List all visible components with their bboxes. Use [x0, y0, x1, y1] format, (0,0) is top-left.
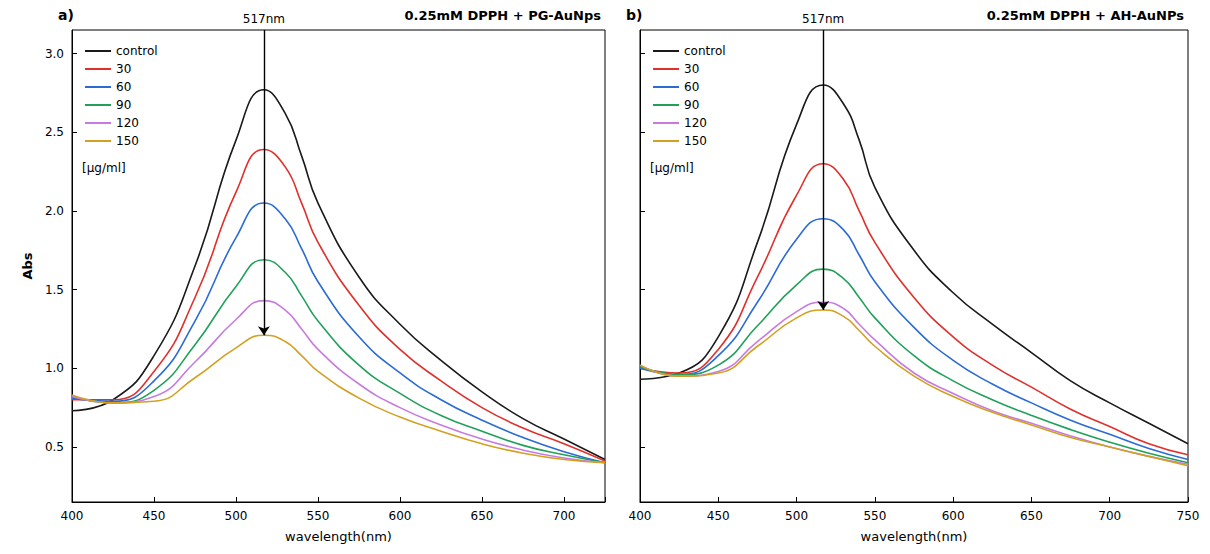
- svg-text:450: 450: [707, 509, 730, 523]
- svg-text:400: 400: [61, 509, 84, 523]
- svg-text:0.25mM DPPH + AH-AuNPs: 0.25mM DPPH + AH-AuNPs: [987, 8, 1185, 23]
- svg-text:650: 650: [471, 509, 494, 523]
- svg-text:2.0: 2.0: [45, 204, 64, 218]
- svg-text:b): b): [626, 7, 642, 23]
- svg-text:550: 550: [863, 509, 886, 523]
- svg-text:120: 120: [116, 116, 139, 130]
- svg-text:90: 90: [116, 98, 131, 112]
- svg-text:550: 550: [307, 509, 330, 523]
- svg-text:517nm: 517nm: [802, 12, 844, 26]
- svg-text:wavelength(nm): wavelength(nm): [285, 529, 392, 544]
- svg-text:700: 700: [1098, 509, 1121, 523]
- svg-text:450: 450: [143, 509, 166, 523]
- svg-text:1.0: 1.0: [45, 361, 64, 375]
- svg-text:60: 60: [684, 80, 699, 94]
- svg-text:650: 650: [1020, 509, 1043, 523]
- svg-text:wavelength(nm): wavelength(nm): [861, 529, 968, 544]
- svg-text:600: 600: [942, 509, 965, 523]
- svg-text:60: 60: [116, 80, 131, 94]
- svg-text:2.5: 2.5: [45, 125, 64, 139]
- svg-text:400: 400: [629, 509, 652, 523]
- svg-text:Abs: Abs: [20, 252, 35, 279]
- svg-text:control: control: [684, 44, 726, 58]
- svg-text:1.5: 1.5: [45, 283, 64, 297]
- svg-text:a): a): [58, 7, 74, 23]
- svg-text:30: 30: [684, 62, 699, 76]
- svg-text:150: 150: [684, 134, 707, 148]
- svg-text:750: 750: [1177, 509, 1200, 523]
- svg-text:90: 90: [684, 98, 699, 112]
- svg-text:control: control: [116, 44, 158, 58]
- svg-text:500: 500: [225, 509, 248, 523]
- svg-text:[μg/ml]: [μg/ml]: [82, 161, 126, 175]
- svg-text:600: 600: [389, 509, 412, 523]
- svg-text:3.0: 3.0: [45, 47, 64, 61]
- svg-text:[μg/ml]: [μg/ml]: [650, 161, 694, 175]
- svg-text:30: 30: [116, 62, 131, 76]
- svg-text:150: 150: [116, 134, 139, 148]
- svg-text:700: 700: [553, 509, 576, 523]
- svg-text:0.5: 0.5: [45, 440, 64, 454]
- svg-text:120: 120: [684, 116, 707, 130]
- svg-text:500: 500: [785, 509, 808, 523]
- svg-text:517nm: 517nm: [243, 12, 285, 26]
- svg-text:0.25mM DPPH + PG-AuNps: 0.25mM DPPH + PG-AuNps: [404, 8, 601, 23]
